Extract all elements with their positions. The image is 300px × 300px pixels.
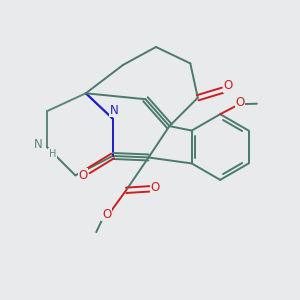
Text: H: H	[49, 148, 56, 159]
Text: O: O	[151, 181, 160, 194]
Text: O: O	[236, 96, 245, 109]
Text: O: O	[102, 208, 111, 221]
Text: N: N	[34, 138, 43, 151]
Text: O: O	[78, 169, 87, 182]
Text: N: N	[110, 104, 118, 117]
Text: O: O	[224, 79, 233, 92]
